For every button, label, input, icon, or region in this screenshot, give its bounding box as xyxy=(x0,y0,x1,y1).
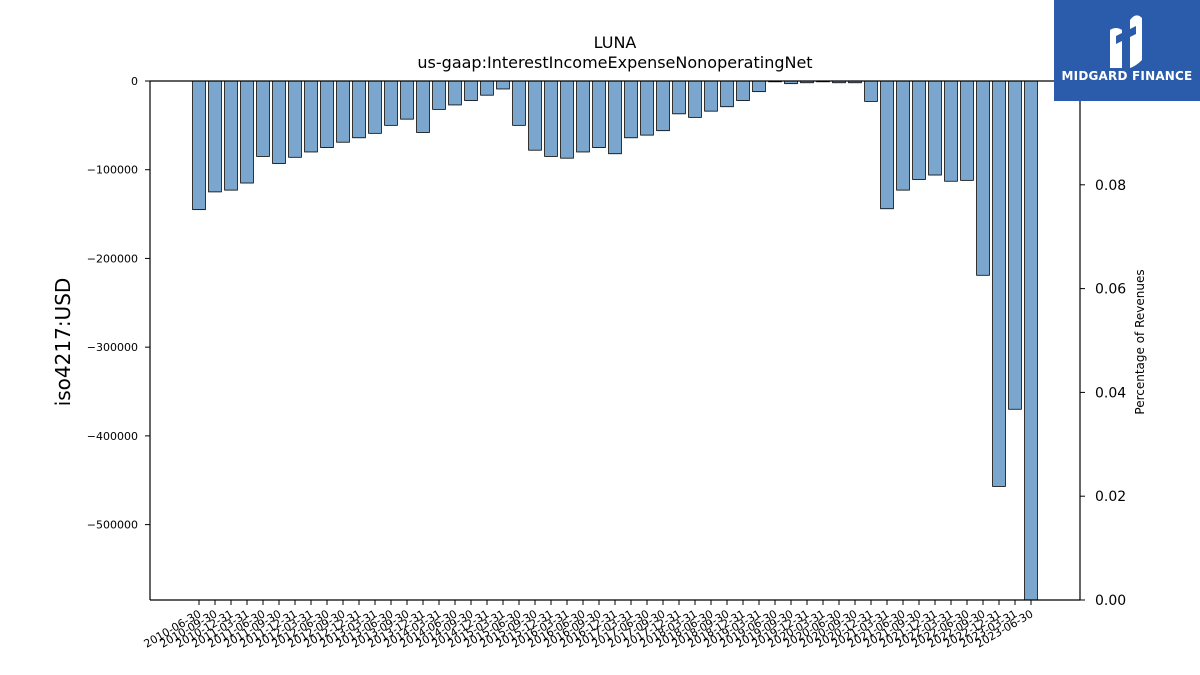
bar-2014-12-31 xyxy=(480,80,494,96)
bar-2014-06-30 xyxy=(448,80,462,106)
y2-tick-label: 0.02 xyxy=(1095,489,1126,505)
bar-2015-06-30 xyxy=(512,80,526,126)
y-tick-label: −300000 xyxy=(87,341,138,354)
bar-2012-09-30 xyxy=(336,80,350,143)
bar-2014-03-31 xyxy=(432,80,446,110)
bar-2022-09-30 xyxy=(976,80,990,276)
bar-2010-12-31 xyxy=(224,80,238,191)
bar-2021-09-30 xyxy=(912,80,926,180)
bar-2023-03-31 xyxy=(1008,80,1022,410)
bar-2020-12-31 xyxy=(864,80,878,102)
bar-2011-03-31 xyxy=(240,80,254,184)
bar-2012-06-30 xyxy=(320,80,334,148)
logo-text: MIDGARD FINANCE xyxy=(1061,69,1193,83)
bar-2021-03-31 xyxy=(880,80,894,210)
bar-2015-03-31 xyxy=(496,80,510,90)
bar-2016-12-31 xyxy=(608,80,622,155)
chart-subtitle: us-gaap:InterestIncomeExpenseNonoperatin… xyxy=(417,53,812,72)
bar-2016-06-30 xyxy=(576,80,590,153)
bar-2012-12-31 xyxy=(352,80,366,139)
bar-2021-12-31 xyxy=(928,80,942,176)
bar-2013-12-31 xyxy=(416,80,430,133)
midgard-finance-logo: MIDGARD FINANCE xyxy=(1054,0,1200,101)
bar-2017-12-31 xyxy=(672,80,686,115)
bar-2011-09-30 xyxy=(272,80,286,164)
bar-2019-03-31 xyxy=(752,80,766,93)
bar-2017-06-30 xyxy=(640,80,654,136)
bar-2013-09-30 xyxy=(400,80,414,120)
bar-2022-06-30 xyxy=(960,80,974,181)
y2-tick-label: 0.00 xyxy=(1095,593,1126,609)
bar-2012-03-31 xyxy=(304,80,318,153)
bar-2018-12-31 xyxy=(736,80,750,101)
bar-2017-09-30 xyxy=(656,80,670,132)
y2-axis-label: Percentage of Revenues xyxy=(1133,269,1147,414)
bar-2015-12-31 xyxy=(544,80,558,157)
bar-2015-09-30 xyxy=(528,80,542,151)
y-tick-label: −200000 xyxy=(87,252,138,265)
bar-2014-09-30 xyxy=(464,80,478,101)
bar-2010-09-30 xyxy=(208,80,222,193)
y2-tick-label: 0.06 xyxy=(1095,282,1126,298)
y2-tick-label: 0.08 xyxy=(1095,178,1126,194)
bar-2021-06-30 xyxy=(896,80,910,191)
bar-2022-03-31 xyxy=(944,80,958,182)
bar-2011-12-31 xyxy=(288,80,302,158)
bar-2018-09-30 xyxy=(720,80,734,108)
midgard-logo-icon xyxy=(1110,15,1142,68)
bar-2011-06-30 xyxy=(256,80,270,157)
bar-2013-06-30 xyxy=(384,80,398,126)
axes-group: 0 −100000 −200000 −300000 −400000 −500000 0.00… xyxy=(87,75,1126,651)
y-tick-label: −100000 xyxy=(87,164,138,177)
bar-2017-03-31 xyxy=(624,80,638,139)
bar-2013-03-31 xyxy=(368,80,382,134)
y2-tick-label: 0.04 xyxy=(1095,385,1126,401)
bars-group xyxy=(192,80,1038,601)
bar-2016-09-30 xyxy=(592,80,606,148)
y-tick-label: −500000 xyxy=(87,519,138,532)
y-tick-label: −400000 xyxy=(87,430,138,443)
bar-2018-03-31 xyxy=(688,80,702,118)
bar-2018-06-30 xyxy=(704,80,718,112)
chart-title: LUNA xyxy=(594,33,637,52)
bar-2010-06-30 xyxy=(192,80,206,211)
bar-2022-12-31 xyxy=(992,80,1006,487)
bar-2016-03-31 xyxy=(560,80,574,159)
y-axis-label: iso4217:USD xyxy=(51,278,75,407)
bar-2023-06-30 xyxy=(1024,80,1038,601)
y-tick-label: 0 xyxy=(131,75,138,88)
